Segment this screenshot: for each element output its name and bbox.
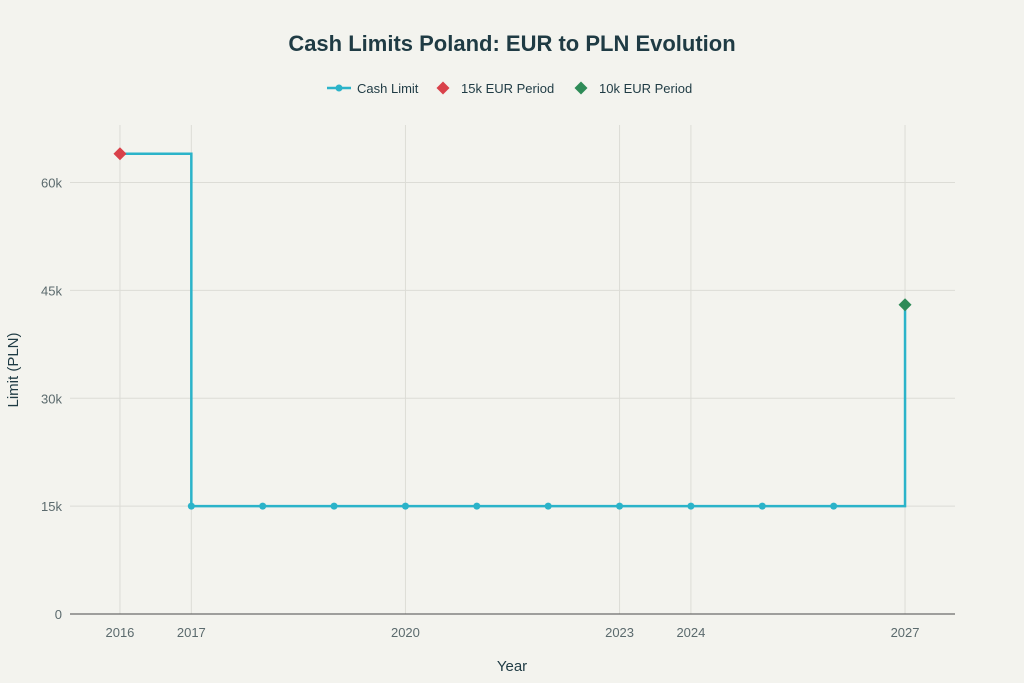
legend-swatch-diamond (574, 81, 588, 95)
legend-swatch-point (335, 84, 343, 92)
plot-area (113, 147, 912, 510)
cash-limit-point (187, 502, 195, 510)
legend-label: Cash Limit (357, 81, 419, 96)
y-tick-label: 15k (41, 499, 62, 514)
y-tick-label: 60k (41, 176, 62, 191)
chart-title: Cash Limits Poland: EUR to PLN Evolution (288, 31, 735, 56)
x-tick-label: 2023 (605, 625, 634, 640)
cash-limit-point (401, 502, 409, 510)
legend-label: 10k EUR Period (599, 81, 692, 96)
legend-swatch-diamond (436, 81, 450, 95)
cash-limit-point (616, 502, 624, 510)
grid (70, 125, 955, 614)
cash-limit-point (830, 502, 838, 510)
period-marker (113, 147, 127, 161)
x-axis-title: Year (497, 658, 527, 675)
cash-limit-point (330, 502, 338, 510)
cash-limit-point (687, 502, 695, 510)
period-marker (898, 298, 912, 312)
y-tick-label: 45k (41, 283, 62, 298)
y-axis-title: Limit (PLN) (5, 332, 22, 407)
cash-limit-point (758, 502, 766, 510)
legend-label: 15k EUR Period (461, 81, 554, 96)
x-tick-label: 2020 (391, 625, 420, 640)
x-tick-label: 2017 (177, 625, 206, 640)
x-tick-label: 2027 (891, 625, 920, 640)
x-tick-label: 2016 (105, 625, 134, 640)
x-tick-label: 2024 (676, 625, 705, 640)
cash-limit-point (259, 502, 267, 510)
cash-limit-point (544, 502, 552, 510)
cash-limit-line (119, 152, 907, 508)
cash-limit-point (473, 502, 481, 510)
axes: 2016 2017 2020 2023 2024 2027 0 15k 30k 45k 60k (41, 176, 955, 640)
y-tick-label: 30k (41, 391, 62, 406)
legend: Cash Limit 15k EUR Period 10k EUR Period (327, 81, 692, 96)
y-tick-label: 0 (55, 607, 62, 622)
